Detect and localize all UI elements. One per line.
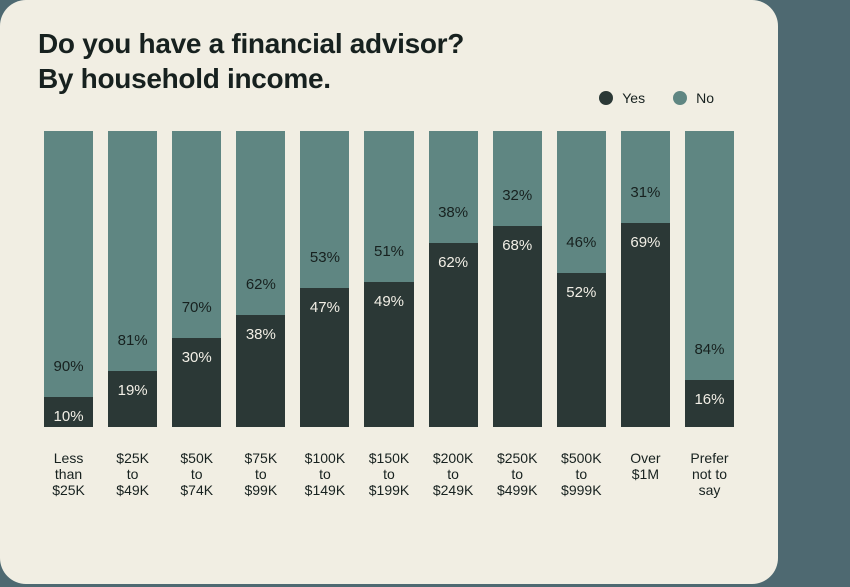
yes-percent-label: 62% <box>438 254 469 272</box>
bar-less-than-25k[interactable]: 90% 10% <box>44 131 94 427</box>
bar-segment-yes-500k-to-999k[interactable]: 52% <box>556 273 606 427</box>
yes-percent-label: 52% <box>566 284 597 302</box>
legend-item-no[interactable]: No <box>673 90 714 106</box>
bar-150k-to-199k[interactable]: 51% 49% <box>364 131 414 427</box>
chart-card: Do you have a financial advisor? By hous… <box>0 0 778 584</box>
bar-500k-to-999k[interactable]: 46% 52% <box>556 131 606 427</box>
no-percent-label: 53% <box>309 248 340 266</box>
bar-segment-no-25k-to-49k[interactable]: 81% <box>108 131 158 371</box>
x-tick-label-250k-to-499k: $250K to $499K <box>496 450 538 498</box>
no-percent-label: 81% <box>117 331 148 349</box>
yes-percent-label: 10% <box>53 408 84 426</box>
x-tick-label-50k-to-74k: $50K to $74K <box>180 450 214 498</box>
bars-plot-area: 90% 10% 81% 19% 70% 30% 62% 38% 53% 47% 51% 49% 38% 6… <box>44 131 735 427</box>
x-tick-label-75k-to-99k: $75K to $99K <box>244 450 278 498</box>
bar-200k-to-249k[interactable]: 38% 62% <box>428 131 478 427</box>
bar-segment-no-100k-to-149k[interactable]: 53% <box>300 131 350 288</box>
bar-segment-no-500k-to-999k[interactable]: 46% <box>556 131 606 274</box>
yes-percent-label: 47% <box>309 298 340 316</box>
no-percent-label: 31% <box>630 183 661 201</box>
bar-segment-yes-prefer-not-to-say[interactable]: 16% <box>684 379 735 427</box>
bar-100k-to-149k[interactable]: 53% 47% <box>300 131 350 427</box>
bar-segment-no-over-1m[interactable]: 31% <box>620 131 670 223</box>
bar-segment-yes-150k-to-199k[interactable]: 49% <box>364 281 414 427</box>
no-percent-label: 84% <box>694 340 725 358</box>
yes-legend-dot-icon <box>599 91 614 105</box>
yes-percent-label: 19% <box>117 381 148 399</box>
no-percent-label: 46% <box>566 234 597 252</box>
x-tick-label-500k-to-999k: $500K to $999K <box>561 450 602 498</box>
yes-percent-label: 16% <box>694 390 725 408</box>
bar-segment-no-50k-to-74k[interactable]: 70% <box>172 131 222 339</box>
bar-segment-yes-25k-to-49k[interactable]: 19% <box>108 370 158 427</box>
bar-segment-no-200k-to-249k[interactable]: 38% <box>428 131 478 244</box>
x-tick-label-200k-to-249k: $200K to $249K <box>432 450 474 498</box>
yes-percent-label: 30% <box>181 349 212 367</box>
bar-segment-no-75k-to-99k[interactable]: 62% <box>236 131 286 315</box>
no-percent-label: 38% <box>438 204 469 222</box>
x-tick-label-150k-to-199k: $150K to $199K <box>368 450 410 498</box>
bar-segment-no-prefer-not-to-say[interactable]: 84% <box>684 131 735 380</box>
x-tick-label-100k-to-149k: $100K to $149K <box>304 450 346 498</box>
legend: Yes No <box>599 90 714 106</box>
x-tick-label-less-than-25k: Less than $25K <box>52 450 85 498</box>
yes-percent-label: 49% <box>374 292 405 310</box>
no-legend-label: No <box>696 90 714 106</box>
bar-25k-to-49k[interactable]: 81% 19% <box>108 131 158 427</box>
x-tick-label-over-1m: Over $1M <box>630 450 661 482</box>
x-axis-labels: Less than $25K $25K to $49K $50K to $74K $75K to $9… <box>44 450 734 498</box>
bar-segment-yes-less-than-25k[interactable]: 10% <box>44 397 94 427</box>
x-tick-label-25k-to-49k: $25K to $49K <box>116 450 149 498</box>
bar-segment-yes-100k-to-149k[interactable]: 47% <box>300 287 350 427</box>
bar-segment-no-less-than-25k[interactable]: 90% <box>44 131 94 398</box>
x-tick-label-prefer-not-to-say: Prefer not to say <box>690 450 729 498</box>
no-percent-label: 62% <box>245 275 276 293</box>
no-percent-label: 90% <box>53 358 84 376</box>
no-percent-label: 70% <box>181 299 212 317</box>
bar-segment-no-250k-to-499k[interactable]: 32% <box>492 131 542 226</box>
bar-segment-no-150k-to-199k[interactable]: 51% <box>364 131 414 282</box>
bar-segment-yes-75k-to-99k[interactable]: 38% <box>236 314 286 427</box>
bar-50k-to-74k[interactable]: 70% 30% <box>172 131 222 427</box>
legend-item-yes[interactable]: Yes <box>599 90 645 106</box>
yes-percent-label: 38% <box>245 325 276 343</box>
no-legend-dot-icon <box>673 91 688 105</box>
chart-title-line1: Do you have a financial advisor? <box>38 28 465 59</box>
bar-segment-yes-over-1m[interactable]: 69% <box>620 222 670 427</box>
bar-75k-to-99k[interactable]: 62% 38% <box>236 131 286 427</box>
bar-over-1m[interactable]: 31% 69% <box>620 131 670 427</box>
no-percent-label: 32% <box>502 186 533 204</box>
bar-segment-yes-250k-to-499k[interactable]: 68% <box>492 225 542 427</box>
bar-segment-yes-200k-to-249k[interactable]: 62% <box>428 243 478 427</box>
yes-percent-label: 69% <box>630 233 661 251</box>
chart-title-line2: By household income. <box>38 63 331 95</box>
bar-prefer-not-to-say[interactable]: 84% 16% <box>684 131 735 427</box>
bar-250k-to-499k[interactable]: 32% 68% <box>492 131 542 427</box>
yes-legend-label: Yes <box>622 90 646 106</box>
no-percent-label: 51% <box>374 242 405 260</box>
chart-title: Do you have a financial advisor? By hous… <box>38 26 464 97</box>
bar-segment-yes-50k-to-74k[interactable]: 30% <box>172 338 222 427</box>
yes-percent-label: 68% <box>502 236 533 254</box>
